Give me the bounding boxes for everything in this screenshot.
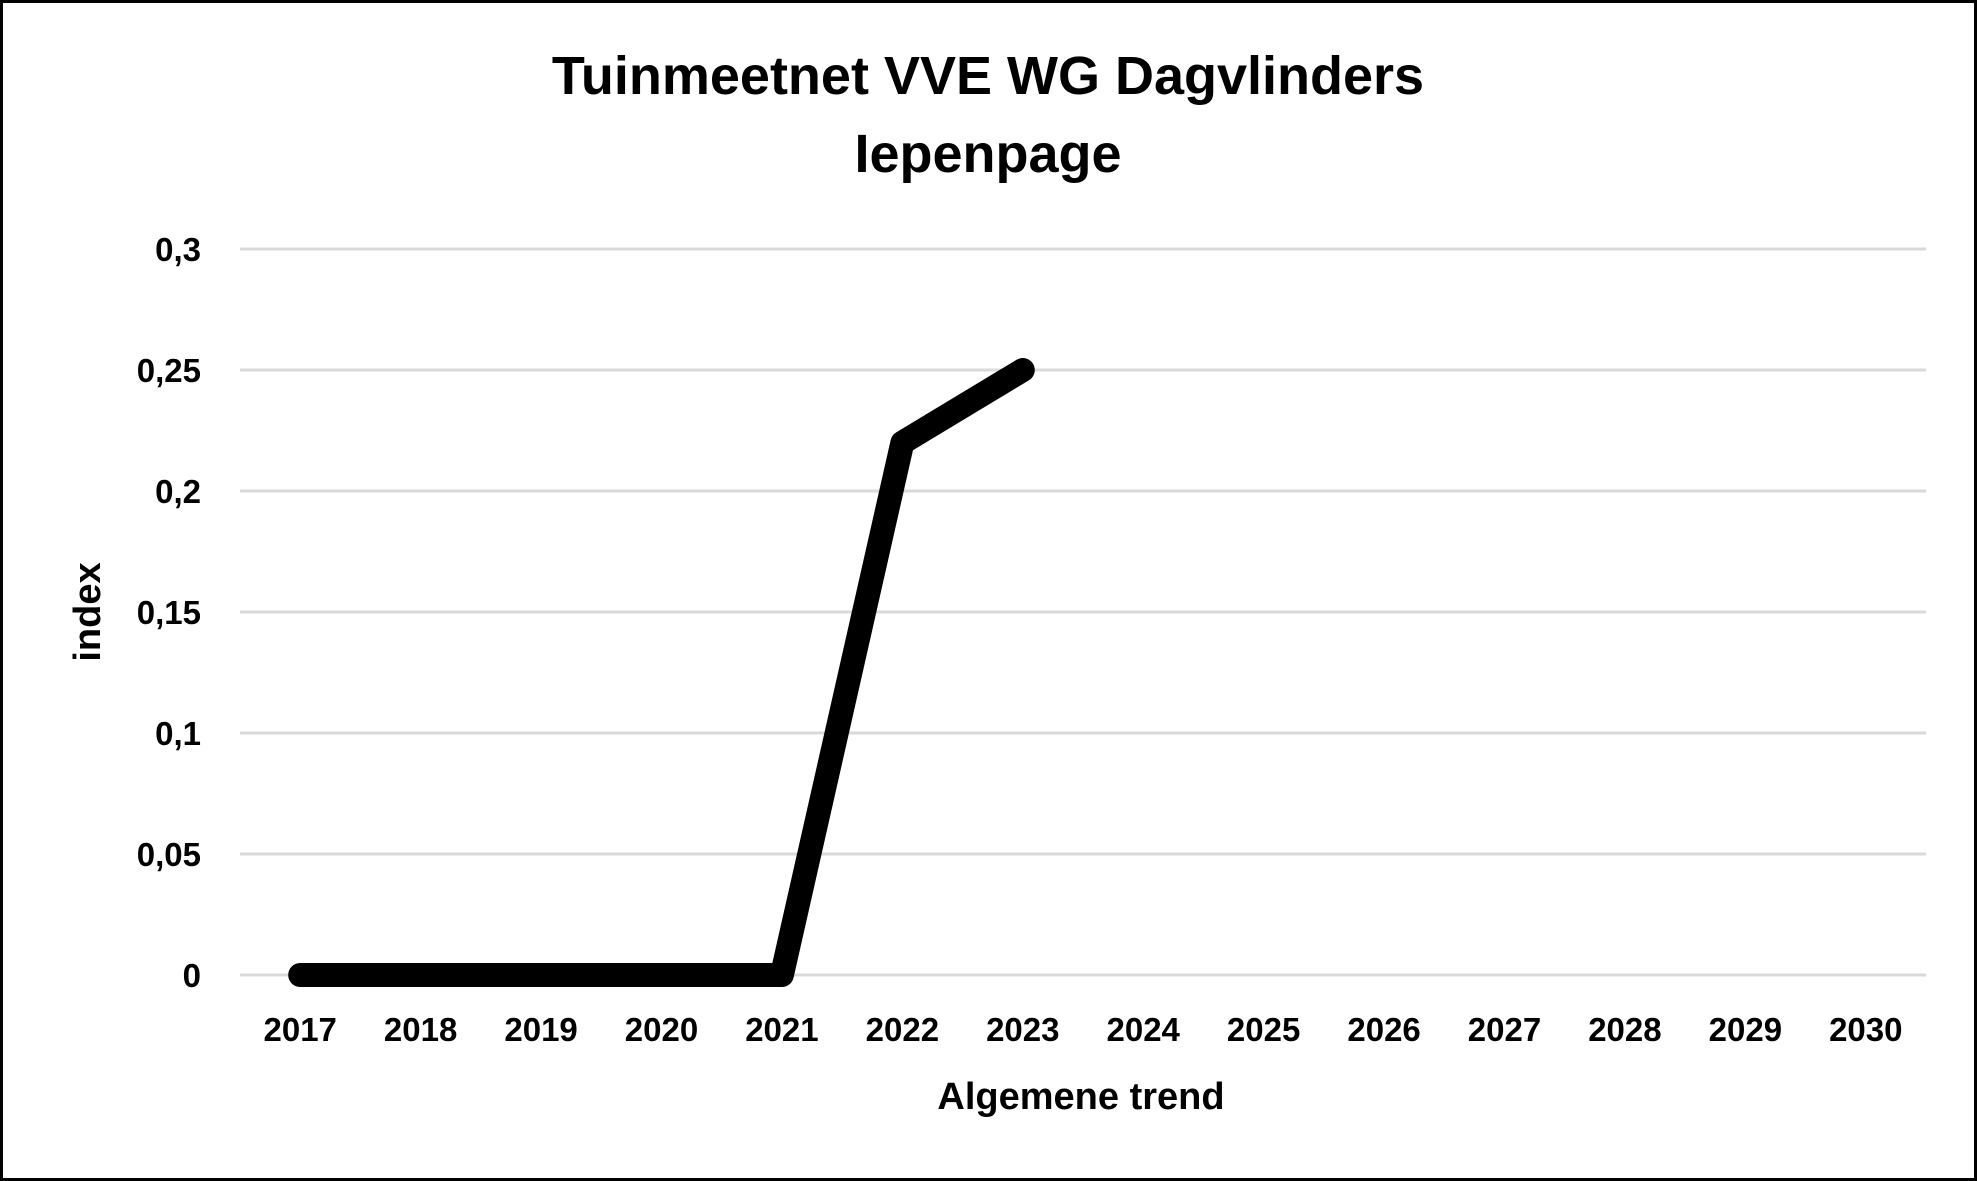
y-tick-label: 0 xyxy=(183,957,201,994)
x-tick-label: 2017 xyxy=(264,1011,337,1048)
x-tick-label: 2026 xyxy=(1347,1011,1420,1048)
x-tick-label: 2024 xyxy=(1107,1011,1181,1048)
x-axis-tick-labels: 2017 2018 2019 2020 2021 2022 2023 2024 2025 2026… xyxy=(264,1011,1903,1048)
x-axis-label: Algemene trend xyxy=(937,1076,1224,1118)
x-tick-label: 2023 xyxy=(986,1011,1059,1048)
chart-title: Tuinmeetnet VVE WG Dagvlinders Iepenpage xyxy=(552,46,1424,184)
y-axis-label: index xyxy=(67,562,109,661)
x-tick-label: 2030 xyxy=(1829,1011,1902,1048)
chart-title-line-2: Iepenpage xyxy=(854,124,1121,184)
x-tick-label: 2021 xyxy=(745,1011,818,1048)
y-tick-label: 0,3 xyxy=(155,231,201,268)
series-lines xyxy=(288,358,1035,987)
y-tick-label: 0,05 xyxy=(137,836,201,873)
x-tick-label: 2018 xyxy=(384,1011,457,1048)
gridlines xyxy=(240,247,1926,977)
x-tick-label: 2028 xyxy=(1588,1011,1661,1048)
x-tick-label: 2022 xyxy=(866,1011,939,1048)
x-tick-label: 2027 xyxy=(1468,1011,1541,1048)
x-tick-label: 2020 xyxy=(625,1011,698,1048)
chart-title-line-1: Tuinmeetnet VVE WG Dagvlinders xyxy=(552,46,1424,106)
y-axis-tick-labels: 0 0,05 0,1 0,15 0,2 0,25 0,3 xyxy=(137,231,201,994)
x-tick-label: 2029 xyxy=(1709,1011,1782,1048)
y-tick-label: 0,15 xyxy=(137,594,201,631)
y-tick-label: 0,25 xyxy=(137,352,201,389)
x-tick-label: 2019 xyxy=(504,1011,577,1048)
series-line xyxy=(288,358,1035,987)
y-tick-label: 0,2 xyxy=(155,473,201,510)
x-tick-label: 2025 xyxy=(1227,1011,1300,1048)
y-tick-label: 0,1 xyxy=(155,715,201,752)
